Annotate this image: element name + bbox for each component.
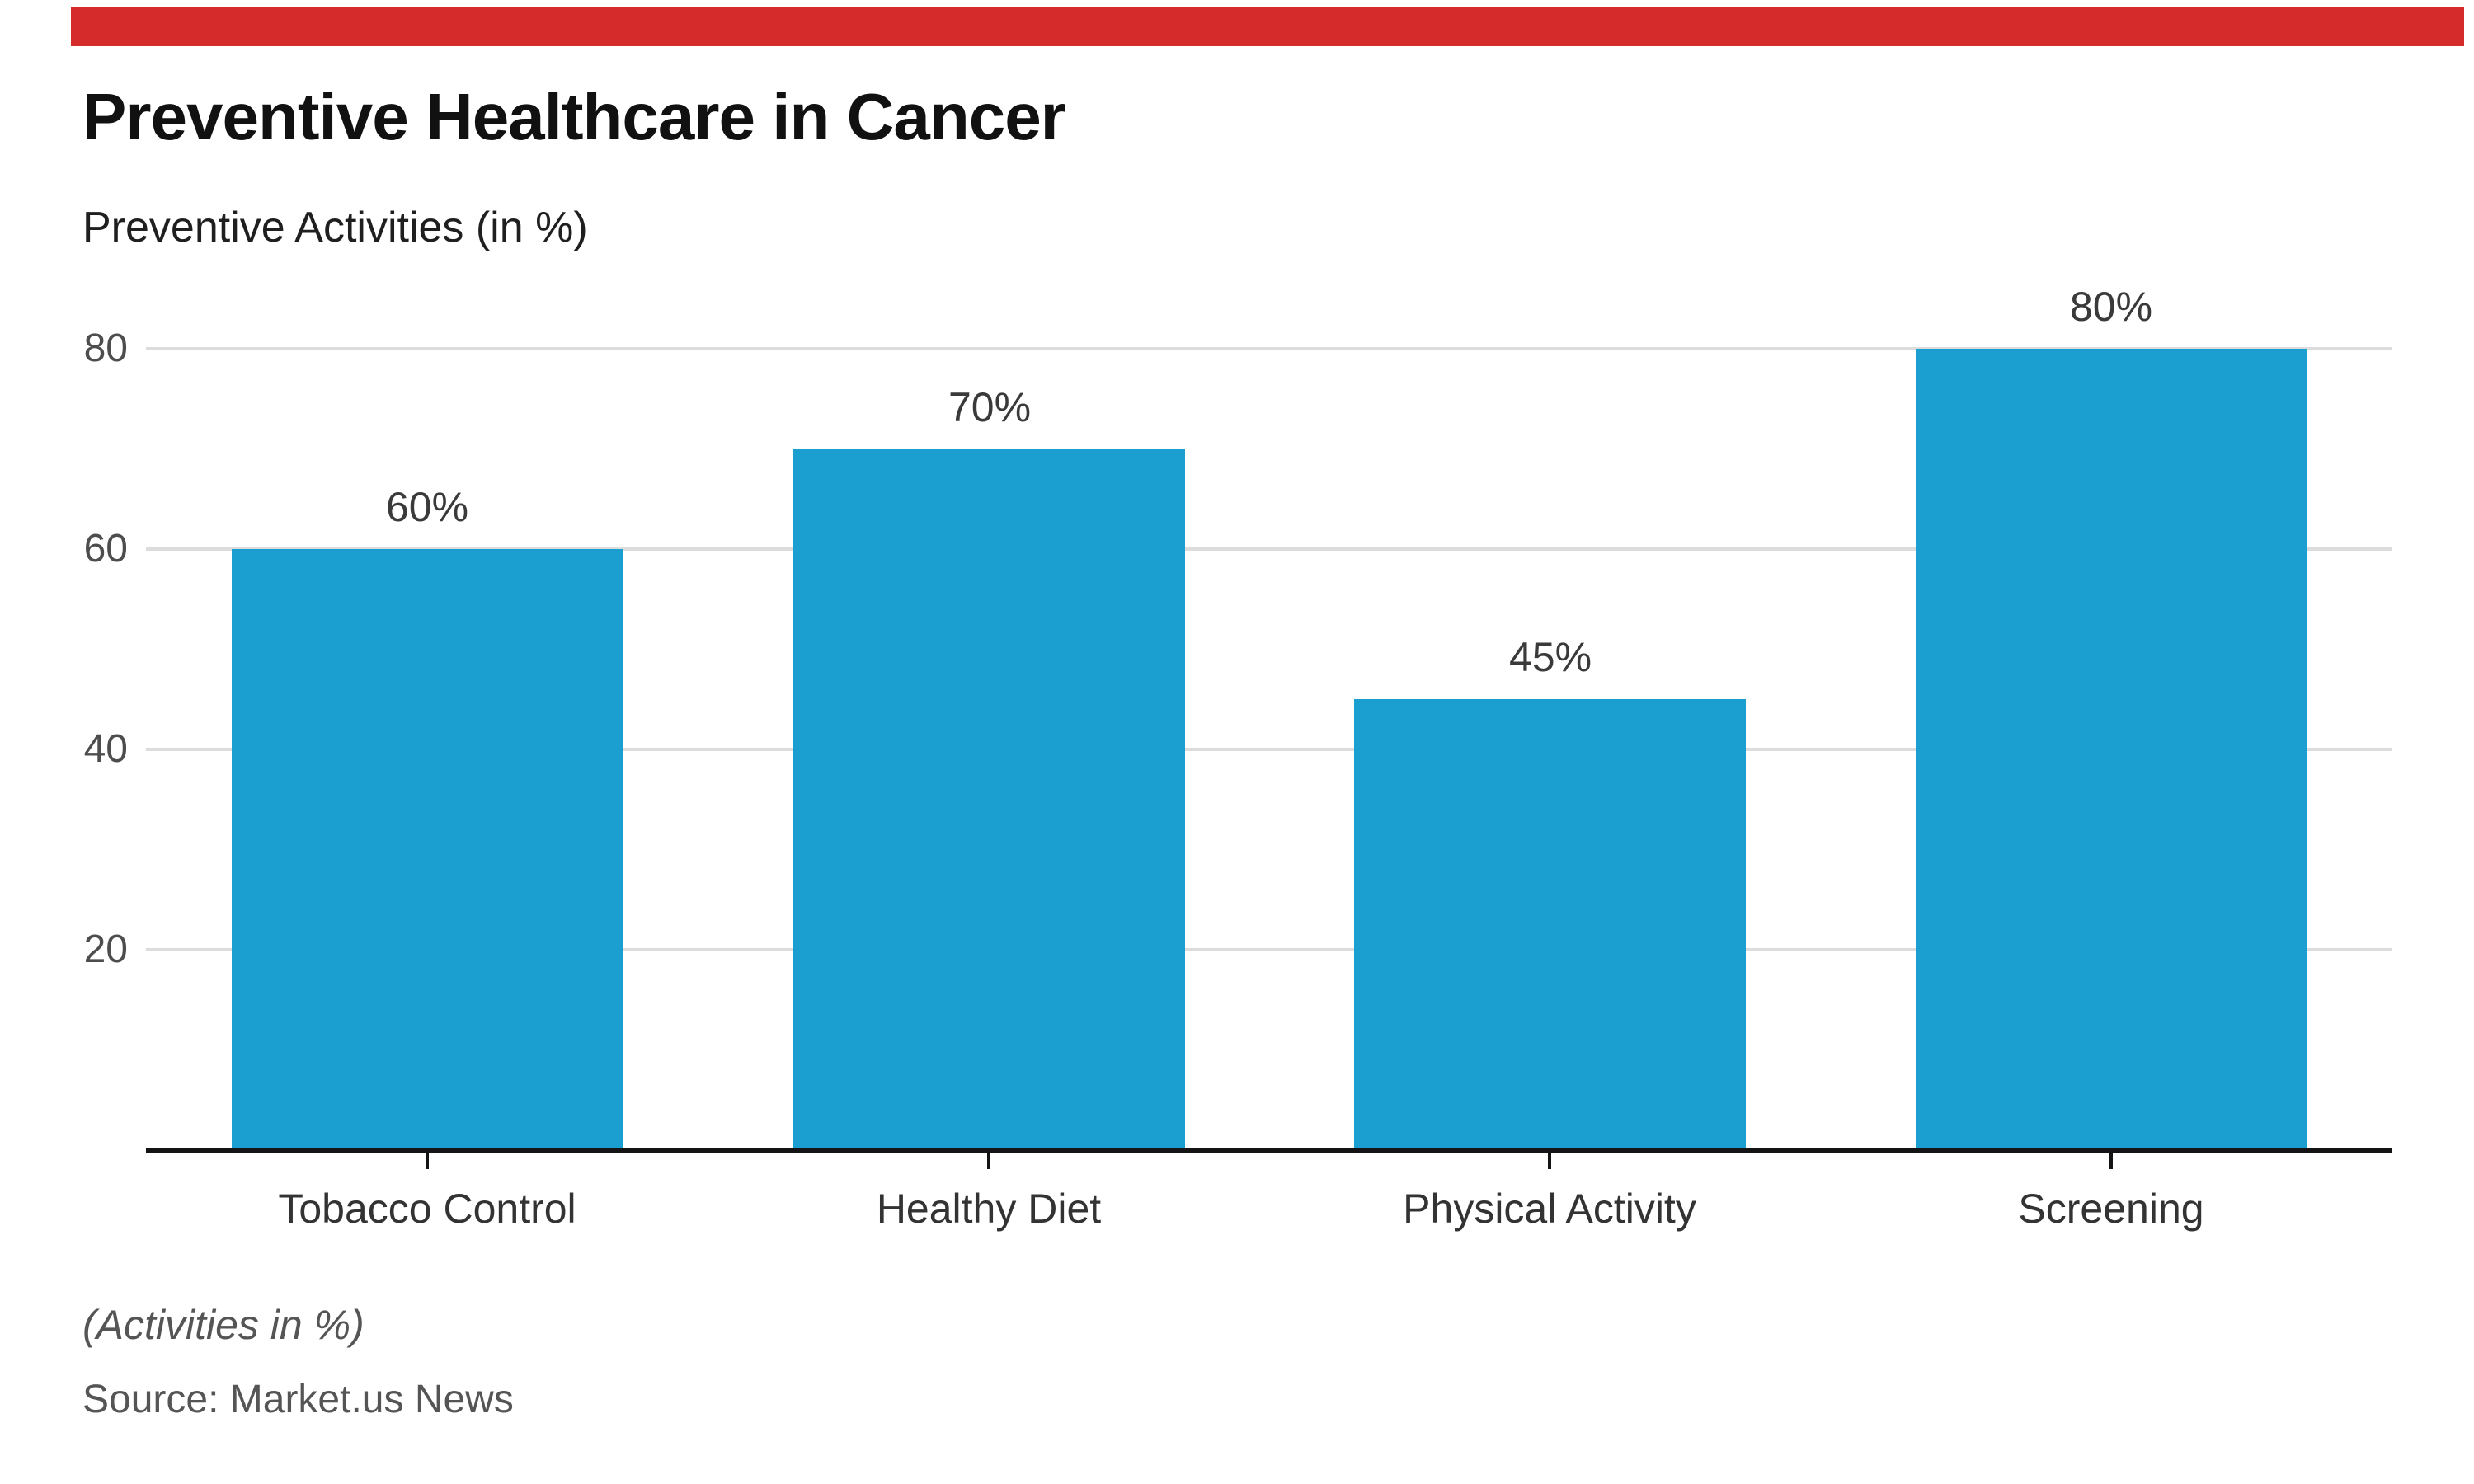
y-axis-tick-label-20: 20 (83, 928, 128, 971)
value-label-tobacco-control: 60% (385, 484, 469, 530)
x-axis-label-healthy-diet: Healthy Diet (876, 1186, 1102, 1232)
y-gridline-80 (146, 347, 2392, 350)
source-text: Source: Market.us News (82, 1378, 514, 1421)
chart-subtitle: Preventive Activities (in %) (82, 204, 588, 251)
x-axis-line (146, 1148, 2392, 1153)
x-axis-tickmark-physical-activity (1548, 1153, 1551, 1169)
bar-healthy-diet (793, 449, 1185, 1148)
x-axis-label-screening: Screening (2018, 1186, 2204, 1232)
bar-screening (1916, 349, 2307, 1148)
value-label-physical-activity: 45% (1508, 634, 1592, 680)
y-axis-tick-label-60: 60 (83, 527, 128, 571)
x-axis-tickmark-screening (2109, 1153, 2113, 1169)
x-axis-label-tobacco-control: Tobacco Control (278, 1186, 576, 1232)
bar-physical-activity (1354, 699, 1746, 1148)
value-label-screening: 80% (2069, 284, 2153, 330)
chart-title: Preventive Healthcare in Cancer (82, 80, 1066, 153)
y-axis-tick-label-80: 80 (83, 326, 128, 370)
x-axis-tickmark-healthy-diet (987, 1153, 990, 1169)
chart-footnote: (Activities in %) (82, 1302, 365, 1348)
bar-tobacco-control (232, 549, 623, 1148)
y-axis-tick-label-40: 40 (83, 727, 128, 771)
top-red-bar (71, 7, 2464, 46)
y-gridline-40 (146, 748, 2392, 751)
y-gridline-60 (146, 547, 2392, 551)
value-label-healthy-diet: 70% (948, 384, 1032, 430)
y-gridline-20 (146, 948, 2392, 951)
x-axis-label-physical-activity: Physical Activity (1403, 1186, 1696, 1232)
x-axis-tickmark-tobacco-control (426, 1153, 429, 1169)
